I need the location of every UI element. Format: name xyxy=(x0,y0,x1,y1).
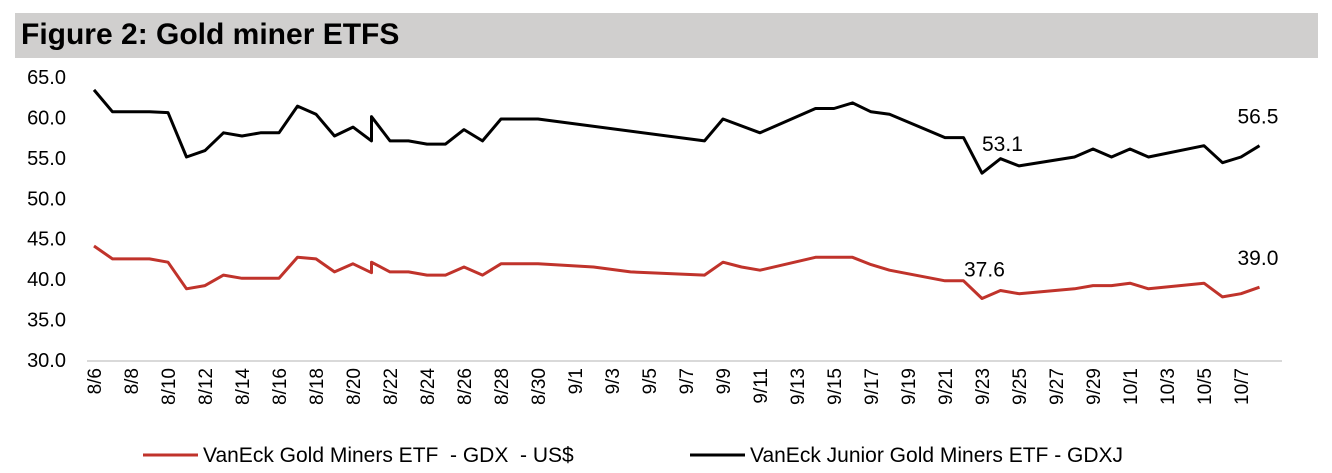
x-tick-label: 9/3 xyxy=(603,368,624,394)
x-tick-label: 8/8 xyxy=(122,368,143,394)
legend-label: VanEck Gold Miners ETF - GDX - US$ xyxy=(203,444,574,467)
y-tick-label: 30.0 xyxy=(27,350,66,372)
x-tick-label: 8/12 xyxy=(196,368,217,405)
chart-title-bar: Figure 2: Gold miner ETFS xyxy=(15,13,1318,58)
x-tick-label: 8/22 xyxy=(381,368,402,405)
data-label: 56.5 xyxy=(1238,106,1279,129)
legend: VanEck Gold Miners ETF - GDX - US$ VanEck… xyxy=(143,444,1123,467)
x-tick-label: 8/6 xyxy=(85,368,106,394)
x-tick-label: 9/23 xyxy=(973,368,994,405)
x-tick-label: 9/7 xyxy=(677,368,698,394)
series-lines xyxy=(92,88,1261,300)
x-tick-label: 9/5 xyxy=(640,368,661,394)
x-tick-label: 8/16 xyxy=(270,368,291,405)
y-axis-ticks: 30.0 35.0 40.0 45.0 50.0 55.0 60.0 65.0 xyxy=(27,67,66,372)
y-tick-label: 40.0 xyxy=(27,269,66,291)
chart-title: Figure 2: Gold miner ETFS xyxy=(21,18,400,51)
x-tick-label: 9/27 xyxy=(1047,368,1068,405)
data-labels: 37.6 39.0 53.1 56.5 xyxy=(964,106,1278,282)
x-tick-label: 9/15 xyxy=(825,368,846,405)
x-tick-label: 10/3 xyxy=(1158,368,1179,405)
x-tick-label: 8/28 xyxy=(492,368,513,405)
x-tick-label: 9/19 xyxy=(899,368,920,405)
y-tick-label: 55.0 xyxy=(27,148,66,170)
x-tick-label: 8/10 xyxy=(159,368,180,405)
data-label: 37.6 xyxy=(964,259,1005,282)
x-tick-label: 9/17 xyxy=(862,368,883,405)
legend-label: VanEck Junior Gold Miners ETF - GDXJ xyxy=(750,444,1123,467)
x-tick-label: 9/1 xyxy=(566,368,587,394)
data-label: 53.1 xyxy=(982,133,1023,156)
x-tick-label: 8/14 xyxy=(233,368,254,405)
x-tick-label: 9/25 xyxy=(1010,368,1031,405)
x-tick-label: 10/5 xyxy=(1195,368,1216,405)
y-tick-label: 35.0 xyxy=(27,310,66,332)
x-tick-label: 8/24 xyxy=(418,368,439,405)
y-tick-label: 65.0 xyxy=(27,67,66,89)
x-tick-label: 9/21 xyxy=(936,368,957,405)
x-tick-label: 8/20 xyxy=(344,368,365,405)
y-tick-label: 50.0 xyxy=(27,188,66,210)
x-tick-label: 9/29 xyxy=(1084,368,1105,405)
y-tick-label: 45.0 xyxy=(27,229,66,251)
x-tick-label: 9/9 xyxy=(714,368,735,394)
x-axis-ticks: 8/6 8/8 8/10 8/12 8/14 8/16 8/18 8/20 8/22 8/24 8/… xyxy=(85,368,1253,405)
data-label: 39.0 xyxy=(1238,247,1279,270)
x-tick-label: 10/7 xyxy=(1232,368,1253,405)
x-tick-label: 10/1 xyxy=(1121,368,1142,405)
x-tick-label: 8/30 xyxy=(529,368,550,405)
x-tick-label: 9/13 xyxy=(788,368,809,405)
y-tick-label: 60.0 xyxy=(27,107,66,129)
series-line-gdx xyxy=(93,244,1260,300)
x-tick-label: 8/18 xyxy=(307,368,328,405)
x-tick-label: 8/26 xyxy=(455,368,476,405)
x-tick-label: 9/11 xyxy=(751,368,772,404)
series-line-gdxj xyxy=(92,88,1261,175)
